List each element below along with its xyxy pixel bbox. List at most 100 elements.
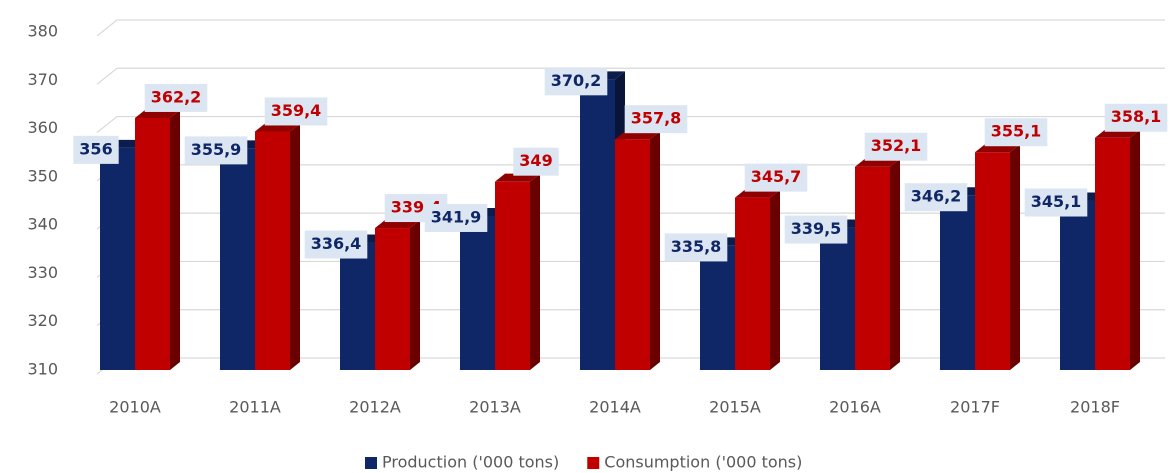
legend-item: Production ('000 tons) xyxy=(365,453,559,472)
bar xyxy=(615,139,650,370)
x-tick-label: 2016A xyxy=(829,398,881,417)
bar-side xyxy=(1010,144,1020,370)
data-label: 370,2 xyxy=(544,67,608,96)
data-label-text: 336,4 xyxy=(311,234,362,253)
bar xyxy=(220,148,255,370)
data-label: 362,2 xyxy=(144,83,208,112)
data-label-text: 341,9 xyxy=(431,207,482,226)
x-tick-label: 2015A xyxy=(709,398,761,417)
y-tick-label: 340 xyxy=(27,215,58,234)
data-label-text: 349 xyxy=(519,151,552,170)
bar xyxy=(855,166,890,370)
data-label: 345,1 xyxy=(1024,188,1088,217)
grid-line xyxy=(96,19,1165,37)
y-tick-label: 350 xyxy=(27,166,58,185)
x-tick-label: 2014A xyxy=(589,398,641,417)
bar xyxy=(460,215,495,370)
y-tick-label: 330 xyxy=(27,263,58,282)
data-label: 355,9 xyxy=(184,136,248,165)
bar xyxy=(340,242,375,370)
legend-label: Production ('000 tons) xyxy=(382,453,559,472)
bar-side xyxy=(1130,129,1140,370)
data-label-box xyxy=(424,203,488,232)
data-label-box xyxy=(73,135,119,164)
legend-label: Consumption ('000 tons) xyxy=(604,453,802,472)
data-label-text: 357,8 xyxy=(631,109,682,128)
data-label: 336,4 xyxy=(304,230,368,259)
data-label-box xyxy=(784,215,848,244)
bar-top xyxy=(615,131,660,140)
data-label: 355,1 xyxy=(984,118,1048,147)
data-label: 341,9 xyxy=(424,203,488,232)
x-tick-label: 2017F xyxy=(950,398,1000,417)
data-label-box xyxy=(184,136,248,165)
data-label-box xyxy=(984,118,1048,147)
data-label-text: 345,7 xyxy=(751,167,802,186)
legend-swatch xyxy=(587,457,600,469)
legend-swatch xyxy=(365,457,377,469)
bar xyxy=(735,197,770,370)
data-label-text: 358,1 xyxy=(1111,107,1162,126)
data-label: 357,8 xyxy=(624,105,688,134)
data-label-box xyxy=(513,147,559,176)
x-tick-label: 2011A xyxy=(229,398,281,417)
data-label: 358,1 xyxy=(1104,103,1168,132)
data-label-box xyxy=(864,132,928,161)
data-label-text: 339,5 xyxy=(791,219,842,238)
data-label-box xyxy=(904,183,968,212)
bar xyxy=(100,147,135,370)
y-tick-label: 320 xyxy=(27,311,58,330)
data-label-text: 352,1 xyxy=(871,136,922,155)
bar-side xyxy=(890,158,900,370)
data-label-box xyxy=(744,163,808,192)
data-label-text: 356 xyxy=(79,139,112,158)
bar-side xyxy=(290,123,300,371)
data-label-text: 355,9 xyxy=(191,140,242,159)
bar xyxy=(820,227,855,370)
legend-item: Consumption ('000 tons) xyxy=(587,453,802,472)
data-label-text: 335,8 xyxy=(671,237,722,256)
data-label-box xyxy=(304,230,368,259)
grid-line xyxy=(96,115,1165,134)
x-tick-label: 2010A xyxy=(109,398,161,417)
data-label: 356 xyxy=(73,135,119,164)
y-tick-label: 310 xyxy=(27,360,58,379)
x-tick-label: 2012A xyxy=(349,398,401,417)
bar-side xyxy=(650,131,660,370)
data-label: 339,5 xyxy=(784,215,848,244)
bar xyxy=(495,181,530,370)
data-label-box xyxy=(664,233,728,262)
data-label-box xyxy=(264,97,328,126)
bar xyxy=(940,195,975,370)
bar xyxy=(700,245,735,370)
data-label-box xyxy=(544,67,608,96)
bar-side xyxy=(410,220,420,370)
data-label-text: 370,2 xyxy=(551,71,602,90)
data-label-box xyxy=(624,105,688,134)
data-label-text: 345,1 xyxy=(1031,192,1082,211)
data-label-text: 355,1 xyxy=(991,122,1042,141)
bar-side xyxy=(770,189,780,370)
bar xyxy=(375,228,410,370)
data-label: 335,8 xyxy=(664,233,728,262)
bar xyxy=(1095,137,1130,370)
grid-line xyxy=(96,67,1165,85)
bar-side xyxy=(530,173,540,370)
data-label-box xyxy=(1024,188,1088,217)
y-tick-label: 360 xyxy=(27,118,58,137)
y-tick-label: 380 xyxy=(27,22,58,41)
data-label-text: 346,2 xyxy=(911,187,962,206)
data-label-box xyxy=(1104,103,1168,132)
data-label: 359,4 xyxy=(264,97,328,126)
bar xyxy=(975,152,1010,370)
x-tick-label: 2018F xyxy=(1070,398,1120,417)
data-label: 352,1 xyxy=(864,132,928,161)
data-label: 349 xyxy=(513,147,559,176)
y-tick-label: 370 xyxy=(27,70,58,89)
bar xyxy=(1060,200,1095,370)
bar xyxy=(255,131,290,370)
data-label: 345,7 xyxy=(744,163,808,192)
data-label-box xyxy=(144,83,208,112)
bar-side xyxy=(170,109,180,370)
data-label-text: 362,2 xyxy=(151,87,202,106)
